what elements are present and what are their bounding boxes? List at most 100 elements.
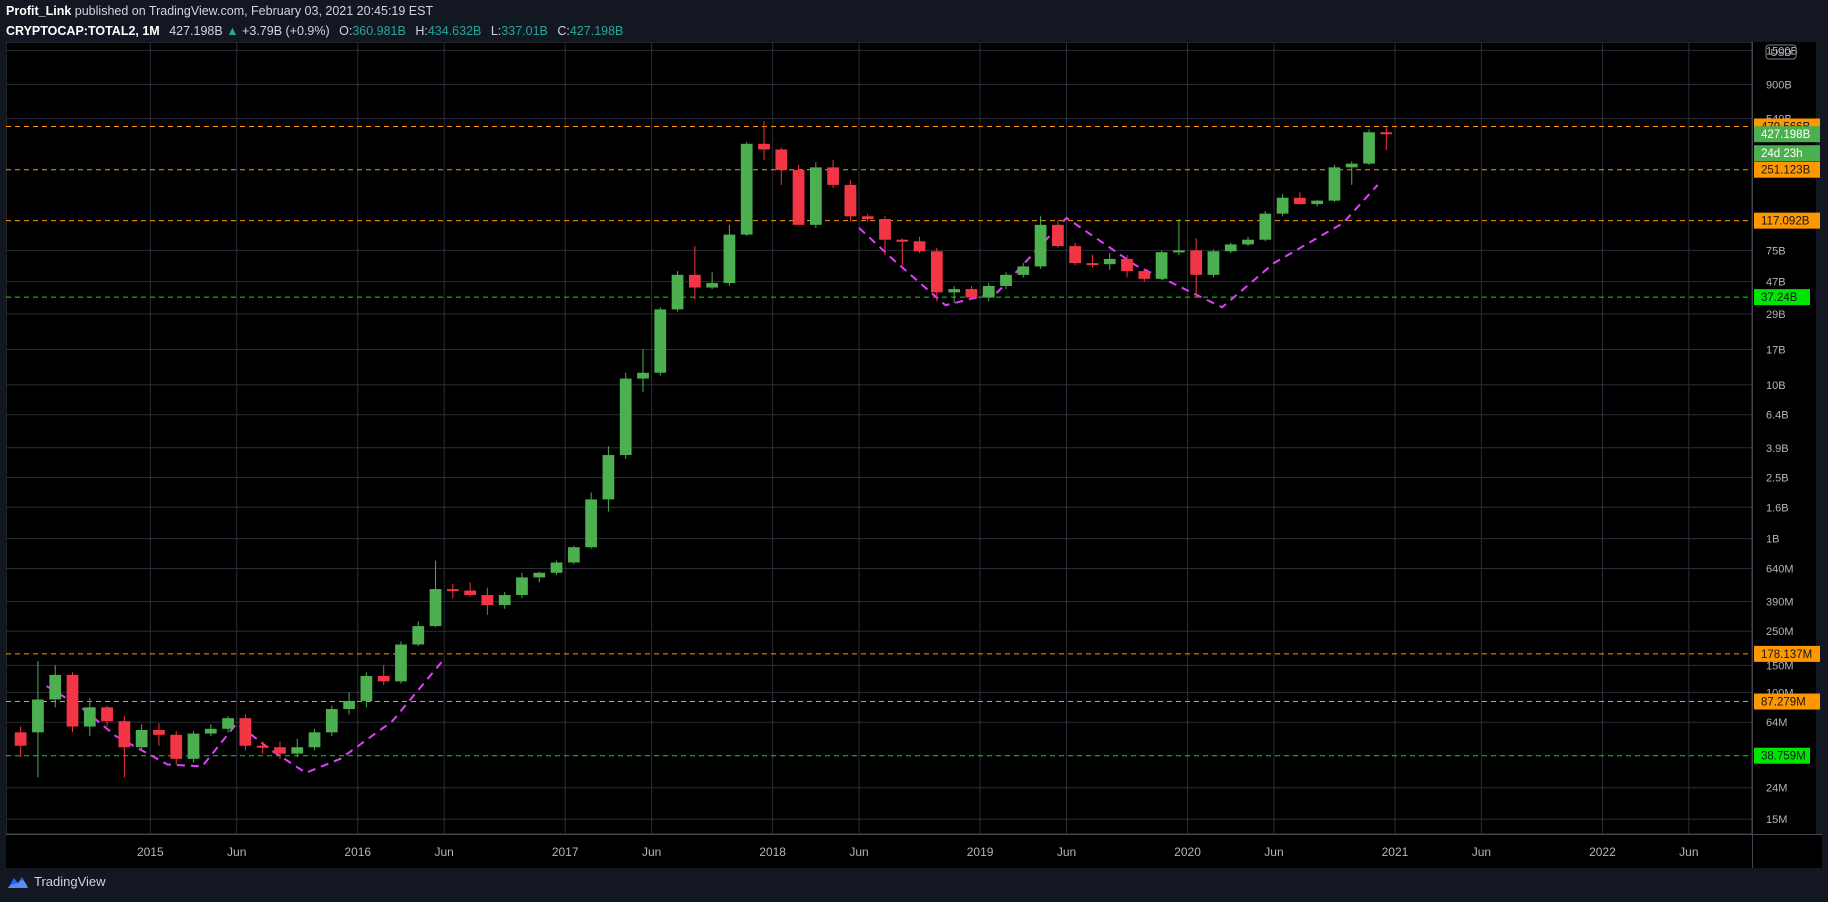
high-label: H: xyxy=(415,24,428,38)
candle xyxy=(14,726,27,758)
candle xyxy=(930,247,943,302)
last-price-text: 427.198B xyxy=(169,24,223,38)
time-tick-label: Jun xyxy=(1679,845,1698,859)
currency-badge-box xyxy=(1765,44,1797,60)
time-tick-label: 2021 xyxy=(1382,845,1409,859)
tradingview-brand[interactable]: TradingView xyxy=(34,874,106,889)
candle xyxy=(360,672,373,708)
support-level-label-text: 38.759M xyxy=(1761,751,1806,763)
candle-body xyxy=(308,732,321,748)
price-tick-label: 1B xyxy=(1766,534,1779,546)
candle-body xyxy=(516,577,528,596)
candle-body xyxy=(446,589,459,592)
candle xyxy=(913,236,926,254)
candle-body xyxy=(1242,239,1254,245)
candle xyxy=(498,591,511,609)
candle-body xyxy=(896,239,909,242)
candle xyxy=(464,582,476,597)
candle xyxy=(481,587,494,615)
candle xyxy=(1121,254,1133,278)
time-tick-label: 2017 xyxy=(552,845,579,859)
candle xyxy=(861,213,874,222)
candle xyxy=(1138,268,1151,282)
bar-countdown-label-box xyxy=(1754,145,1820,162)
change-arrow-icon: ▲ xyxy=(226,24,239,38)
time-tick-label: Jun xyxy=(227,845,246,859)
candle xyxy=(1345,161,1358,185)
resistance-level-label-text: 251.123B xyxy=(1761,165,1811,177)
resistance-level-label: 178.137M xyxy=(1754,645,1820,662)
candle-body xyxy=(1121,258,1133,272)
price-tick-label: 900B xyxy=(1766,79,1792,91)
candle-body xyxy=(187,733,200,759)
candle xyxy=(809,162,822,228)
time-tick-label: 2022 xyxy=(1589,845,1616,859)
candle xyxy=(567,545,580,565)
candle xyxy=(1294,191,1306,205)
candle xyxy=(1086,254,1099,268)
candle-body xyxy=(1103,258,1116,265)
candle xyxy=(792,164,805,225)
candle-body xyxy=(654,309,667,373)
candle-body xyxy=(1034,224,1047,267)
candle-body xyxy=(135,729,148,748)
publisher-name[interactable]: Profit_Link xyxy=(6,4,72,18)
candle xyxy=(948,285,961,304)
candle-body xyxy=(1138,271,1151,279)
bar-countdown-label: 24d 23h xyxy=(1754,145,1820,162)
candle-body xyxy=(1328,167,1341,201)
resistance-level-label: 251.123B xyxy=(1754,161,1820,178)
candle xyxy=(412,621,425,647)
candlestick-chart[interactable]: 1500B900B540B75B47B29B17B10B6.4B3.9B2.5B… xyxy=(5,41,1822,868)
candle xyxy=(1034,216,1047,269)
close-label: C: xyxy=(557,24,570,38)
footer: TradingView xyxy=(6,874,106,889)
candle-body xyxy=(153,729,165,735)
candle-body xyxy=(965,289,978,298)
candle-body xyxy=(343,700,355,710)
candle xyxy=(1328,164,1341,202)
candle xyxy=(688,246,701,300)
chart-frame[interactable]: 1500B900B540B75B47B29B17B10B6.4B3.9B2.5B… xyxy=(5,41,1822,873)
candle-body xyxy=(930,251,943,293)
price-tick-label: 15M xyxy=(1766,814,1787,826)
candle-body xyxy=(360,675,373,701)
candle-body xyxy=(723,234,736,284)
candle xyxy=(118,716,131,778)
resistance-level-label-text: 87.279M xyxy=(1761,697,1806,709)
candles xyxy=(14,121,1393,778)
zigzag-pattern xyxy=(858,184,1379,309)
open-label: O: xyxy=(339,24,353,38)
candle-body xyxy=(827,167,840,185)
candle-body xyxy=(567,547,580,563)
candle-body xyxy=(550,562,563,573)
candle xyxy=(619,372,632,459)
candle-body xyxy=(1259,213,1272,240)
resistance-level-label: 117.092B xyxy=(1754,212,1820,229)
last-price-label-box xyxy=(1754,126,1820,143)
candle-body xyxy=(1380,132,1393,135)
candle-body xyxy=(982,285,995,298)
candle-body xyxy=(792,169,805,225)
candle xyxy=(239,714,252,751)
tradingview-logo-icon[interactable] xyxy=(6,875,30,889)
candle xyxy=(429,560,442,628)
pattern-lines xyxy=(46,184,1379,774)
candle-body xyxy=(671,274,684,310)
candle xyxy=(654,307,667,376)
candle-body xyxy=(1345,163,1358,168)
candle xyxy=(550,560,563,576)
price-tick-label: 29B xyxy=(1766,309,1786,321)
candle-body xyxy=(429,589,442,627)
time-tick-label: 2020 xyxy=(1174,845,1201,859)
price-tick-label: 10B xyxy=(1766,380,1786,392)
candle xyxy=(377,665,390,685)
candle-body xyxy=(809,167,822,225)
candle xyxy=(896,238,909,266)
candle-body xyxy=(101,707,113,722)
symbol-name[interactable]: CRYPTOCAP:TOTAL2, 1M xyxy=(6,24,160,38)
candle xyxy=(1259,211,1272,242)
candle xyxy=(671,271,684,312)
support-level-label: 38.759M xyxy=(1754,747,1810,764)
candle-body xyxy=(412,626,425,645)
